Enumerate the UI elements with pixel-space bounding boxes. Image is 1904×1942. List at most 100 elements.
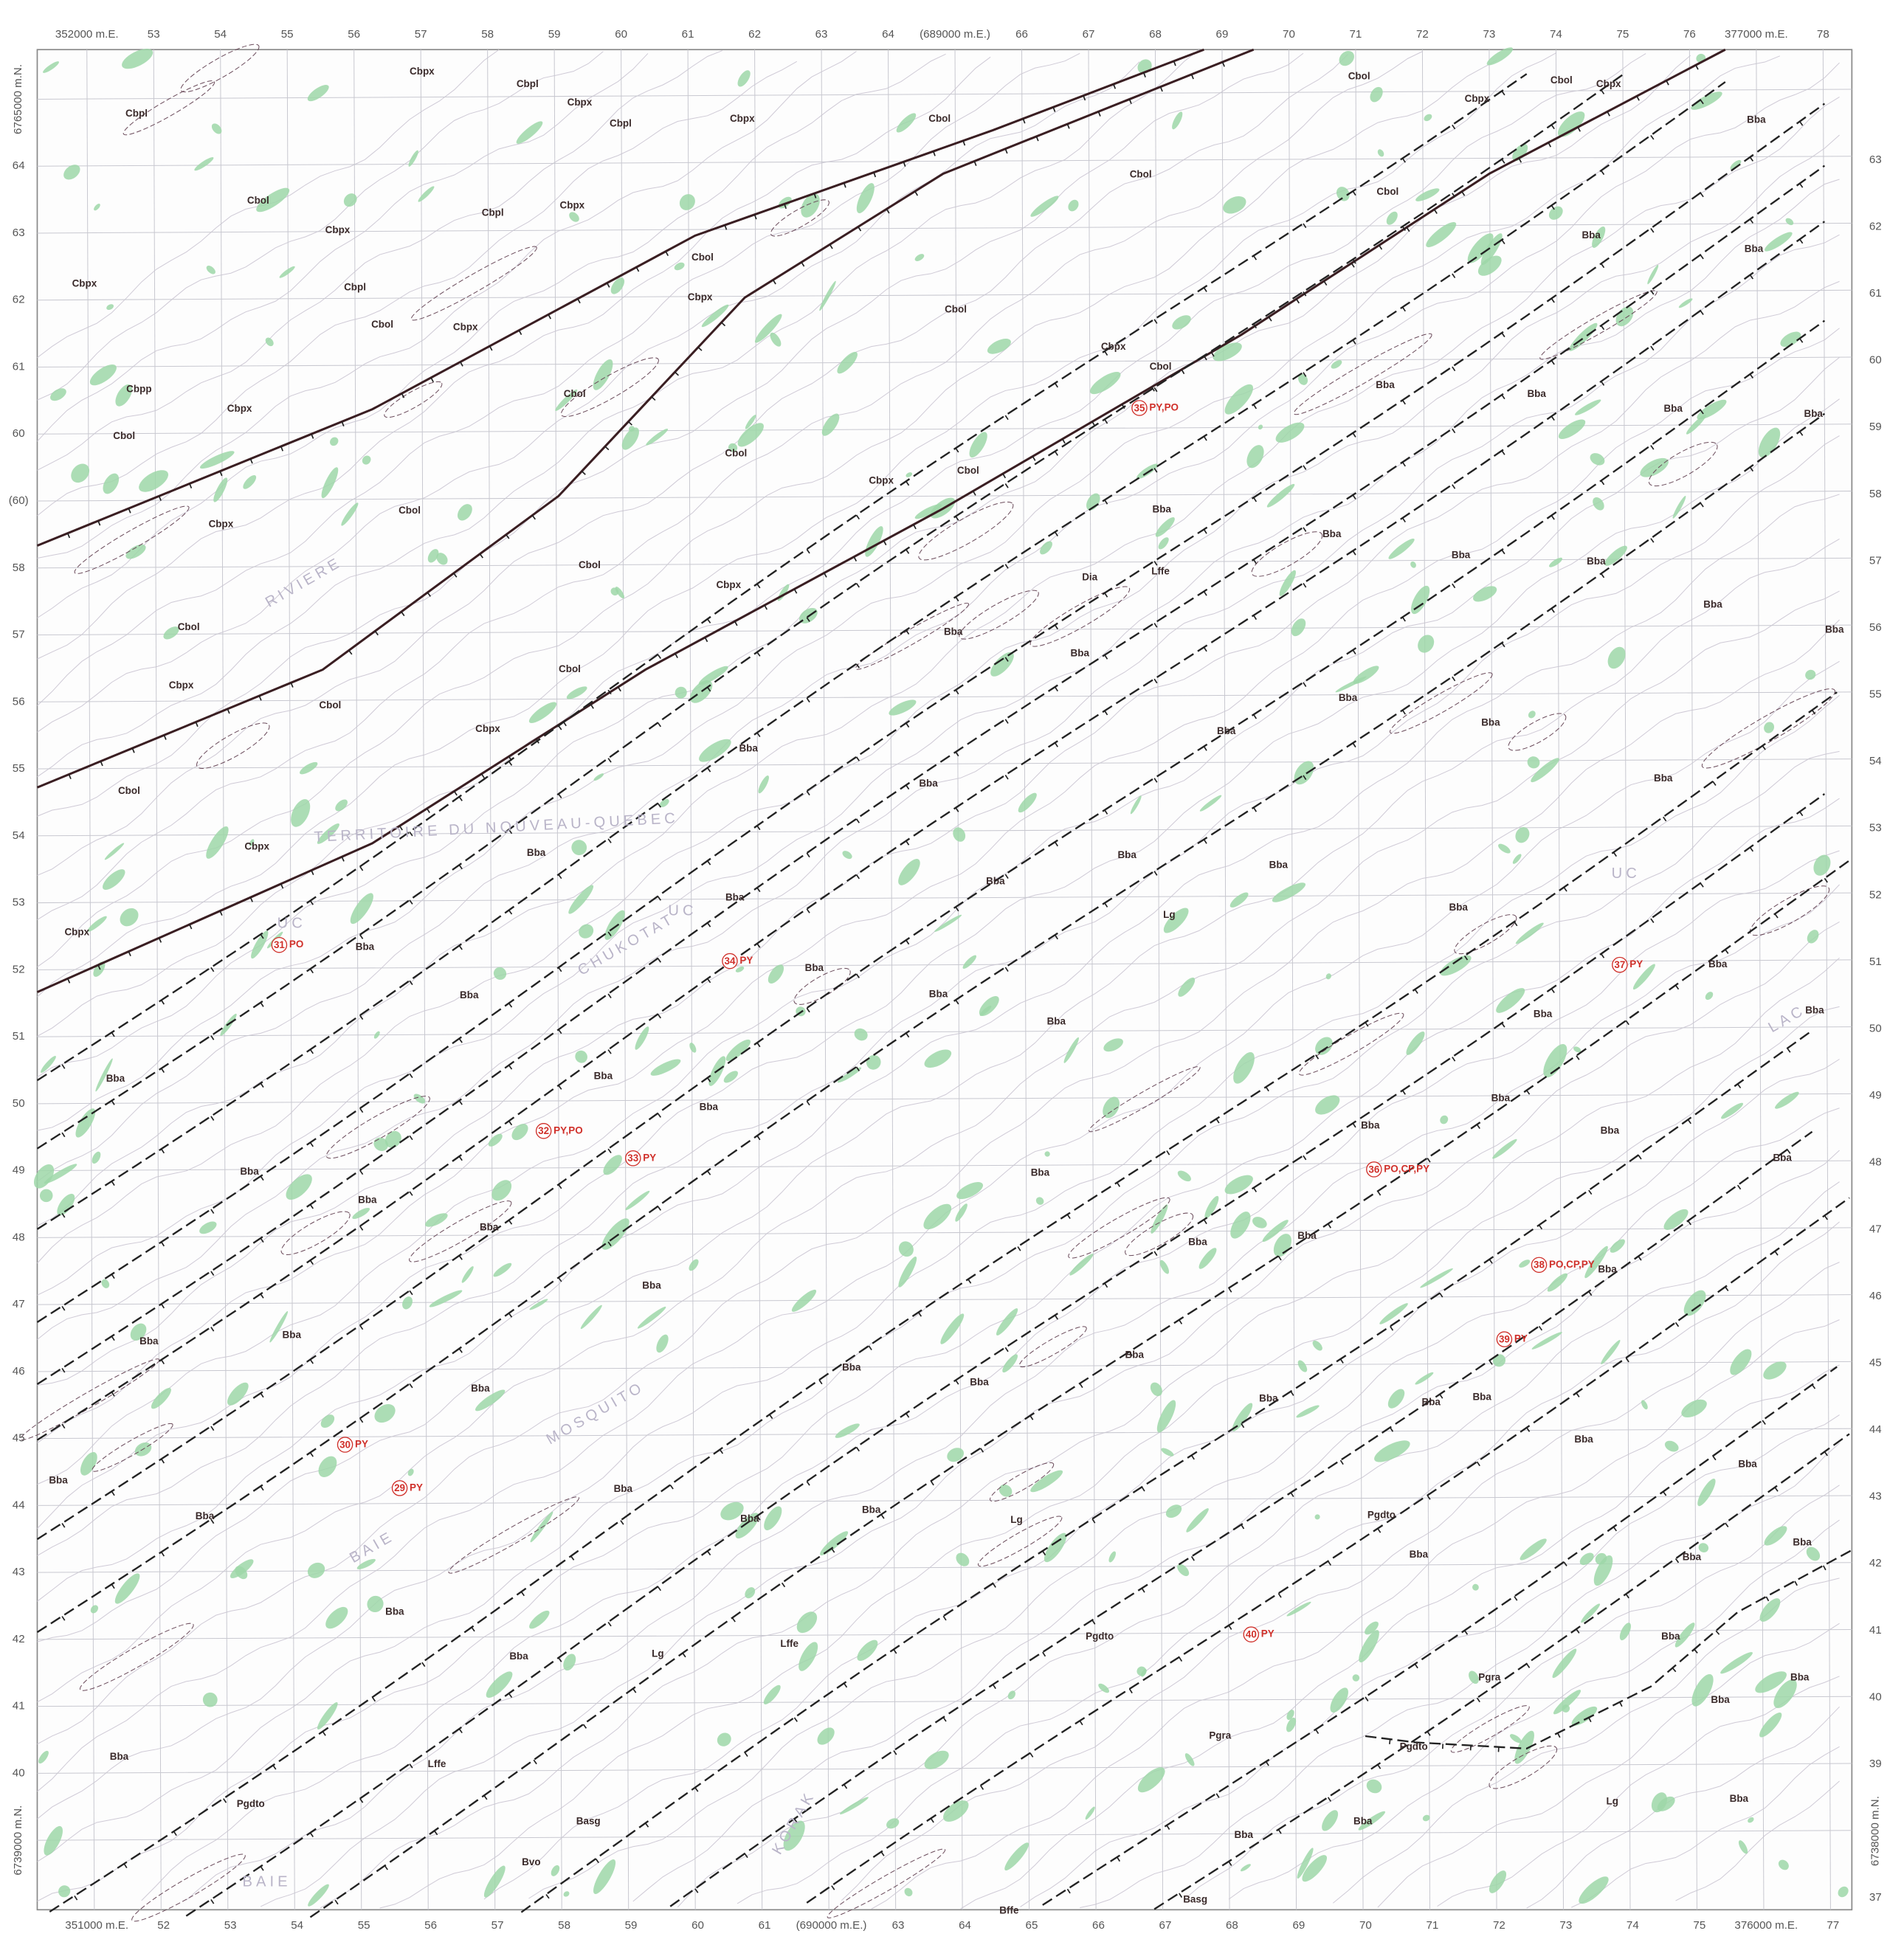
top-grid-label: 57 [415,28,427,41]
bottom-grid-label: 74 [1627,1919,1639,1932]
right-grid-label: 50 [1869,1022,1882,1034]
unit-label: Bba [1663,403,1683,414]
unit-label: Cbol [1348,71,1370,82]
unit-label: Bba [970,1377,989,1388]
unit-label: Bba [1730,1793,1749,1804]
top-grid-label: 377000 m.E. [1725,28,1788,41]
left-grid-label: 63 [13,227,25,239]
bottom-grid-label: 52 [157,1919,170,1932]
unit-label: Cbol [945,304,967,315]
left-grid-label: 61 [13,360,25,373]
occurrence-minerals: PY [643,1152,656,1163]
left-grid-label: 55 [13,762,25,775]
left-grid-label: 54 [13,829,25,842]
bottom-grid-label: 67 [1159,1919,1172,1932]
unit-label: Cbol [1130,169,1152,180]
unit-label: Cbpx [688,291,713,303]
unit-label: Cbol [371,319,393,330]
right-grid-label: 60 [1869,354,1882,367]
unit-label: Bba [1683,1552,1702,1563]
bottom-grid-label: 56 [424,1919,437,1932]
occurrence-minerals: PO,CP,PY [1549,1259,1595,1270]
unit-label: Bba [1790,1672,1810,1683]
unit-label: Cbol [1551,75,1573,86]
unit-label: Cbol [1376,186,1398,197]
top-grid-label: 55 [281,28,294,41]
unit-label: Cbpl [517,78,539,89]
unit-label: Bba [1322,528,1342,539]
unit-label: Pgdto [1400,1741,1428,1752]
unit-label: Cbpx [560,200,585,211]
unit-label: Bba [1738,1458,1757,1469]
left-grid-label: 44 [13,1499,25,1511]
unit-label: Bba [1661,1631,1680,1642]
bottom-grid-label: (690000 m.E.) [796,1919,867,1932]
unit-label: Bba [1376,379,1395,390]
unit-label: Bba [725,891,745,902]
right-grid-label: 49 [1869,1089,1882,1102]
bottom-grid-label: 71 [1426,1919,1438,1932]
right-grid-label: 52 [1869,888,1882,901]
bottom-grid-label: 59 [625,1919,638,1932]
right-grid-label: 63 [1869,153,1882,166]
unit-label: Cbpp [126,383,151,394]
unit-label: Cbpx [1465,93,1490,104]
top-grid-label: 58 [481,28,494,41]
top-grid-label: 60 [615,28,627,41]
occurrence-number: 38 [1534,1259,1545,1271]
right-grid-label: 47 [1869,1223,1882,1235]
unit-label: Bba [1153,503,1172,514]
unit-label: Bba [1361,1120,1380,1131]
unit-label: Bba [1125,1350,1145,1361]
unit-label: Bba [1598,1264,1617,1275]
unit-label: Bba [1574,1434,1593,1445]
place-name: UC [668,903,697,919]
bottom-grid-label: 73 [1559,1919,1572,1932]
unit-label: Bba [1654,773,1673,784]
right-grid-label: 54 [1869,755,1882,767]
unit-label: Bba [480,1221,499,1232]
unit-label: Cbpx [1101,341,1126,352]
occurrence-minerals: PY [1261,1628,1274,1639]
unit-label: Bba [986,876,1005,887]
bottom-grid-label: 57 [491,1919,504,1932]
top-grid-label: 64 [882,28,894,41]
unit-label: Bba [1269,860,1289,871]
unit-label: Bba [1449,902,1469,913]
unit-label: Cbol [1150,361,1172,372]
left-grid-label: 6765000 m.N. [12,64,24,134]
place-name: UC [277,915,306,931]
left-grid-label: 58 [13,561,25,574]
unit-label: Bba [594,1070,613,1081]
occurrence-minerals: PY,PO [1149,402,1179,413]
occurrence-minerals: PY [1629,958,1643,970]
bottom-grid-label: 53 [224,1919,237,1932]
unit-label: Cbol [559,663,581,674]
top-grid-label: 69 [1216,28,1229,41]
unit-label: Bba [1031,1167,1050,1178]
right-grid-label: 59 [1869,421,1882,433]
left-grid-label: 50 [13,1097,25,1110]
top-grid-label: 70 [1283,28,1295,41]
occurrence-number: 35 [1134,402,1145,413]
unit-label: Bffe [999,1905,1019,1916]
unit-label: Cbol [247,195,269,206]
right-grid-label: 57 [1869,554,1882,567]
unit-label: Pgdto [1367,1509,1396,1520]
unit-label: Bba [1259,1392,1278,1403]
unit-label: Lg [1163,909,1175,920]
place-name: BAIE [243,1874,292,1890]
unit-label: Cbol [399,505,421,516]
top-grid-label: 54 [214,28,227,41]
top-grid-label: 72 [1416,28,1429,41]
unit-label: Bba [1773,1152,1792,1163]
right-grid-label: 56 [1869,621,1882,634]
unit-label: Cbol [178,621,200,632]
unit-label: Bba [1601,1124,1620,1136]
unit-label: Bba [460,989,479,1001]
left-grid-label: 48 [13,1231,25,1243]
unit-label: Pgra [1478,1672,1500,1683]
unit-label: Cbol [957,465,979,476]
bottom-grid-label: 54 [291,1919,303,1932]
unit-label: Bba [283,1330,302,1341]
